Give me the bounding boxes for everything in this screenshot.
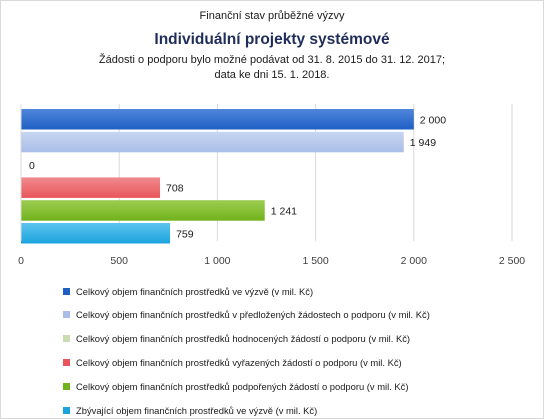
bar-value-label: 759 xyxy=(176,228,194,240)
x-tick-label: 2 500 xyxy=(499,255,525,267)
x-tick-label: 1 500 xyxy=(302,255,328,267)
legend-item: Celkový objem finančních prostředků v př… xyxy=(63,308,430,322)
legend-item: Celkový objem finančních prostředků hodn… xyxy=(63,332,410,346)
legend-label: Celkový objem finančních prostředků podp… xyxy=(76,380,409,392)
bar-5 xyxy=(21,223,171,244)
legend-item: Celkový objem finančních prostředků vyřa… xyxy=(63,355,402,369)
bar-1 xyxy=(21,131,404,153)
x-tick-label: 2 000 xyxy=(401,255,427,267)
legend-swatch xyxy=(63,358,70,366)
legend-label: Celkový objem finančních prostředků hodn… xyxy=(76,333,411,345)
legend-swatch xyxy=(63,311,70,319)
chart-subtitle-line2: data ke dni 15. 1. 2018. xyxy=(214,69,330,81)
bar-4 xyxy=(21,200,265,221)
legend-label: Zbývající objem finančních prostředků ve… xyxy=(76,404,318,416)
legend-label: Celkový objem finančních prostředků vyřa… xyxy=(76,356,402,368)
bar-value-label: 1 949 xyxy=(410,137,436,149)
bar-value-label: 708 xyxy=(166,183,184,195)
bar-value-label: 0 xyxy=(29,160,35,172)
bar-0 xyxy=(21,109,414,130)
x-tick-label: 500 xyxy=(110,255,128,267)
chart-subtitle-line1: Žádosti o podporu bylo možné podávat od … xyxy=(98,54,446,66)
legend-swatch xyxy=(63,287,70,295)
chart-pretitle: Finanční stav průběžné výzvy xyxy=(199,10,345,22)
legend-item: Zbývající objem finančních prostředků ve… xyxy=(63,403,317,417)
chart-title: Individuální projekty systémové xyxy=(154,31,390,48)
bar-value-label: 2 000 xyxy=(420,114,446,126)
x-tick-label: 1 000 xyxy=(204,255,230,267)
bar-value-label: 1 241 xyxy=(271,205,297,217)
legend-item: Celkový objem finančních prostředků podp… xyxy=(63,379,408,393)
legend-label: Celkový objem finančních prostředků ve v… xyxy=(76,285,314,297)
legend-swatch xyxy=(63,382,70,390)
legend-swatch xyxy=(63,335,70,343)
x-tick-label: 0 xyxy=(18,255,24,267)
legend-item: Celkový objem finančních prostředků ve v… xyxy=(63,284,313,298)
bar-3 xyxy=(21,177,161,198)
legend-swatch xyxy=(63,406,70,414)
legend-label: Celkový objem finančních prostředků v př… xyxy=(76,309,430,321)
